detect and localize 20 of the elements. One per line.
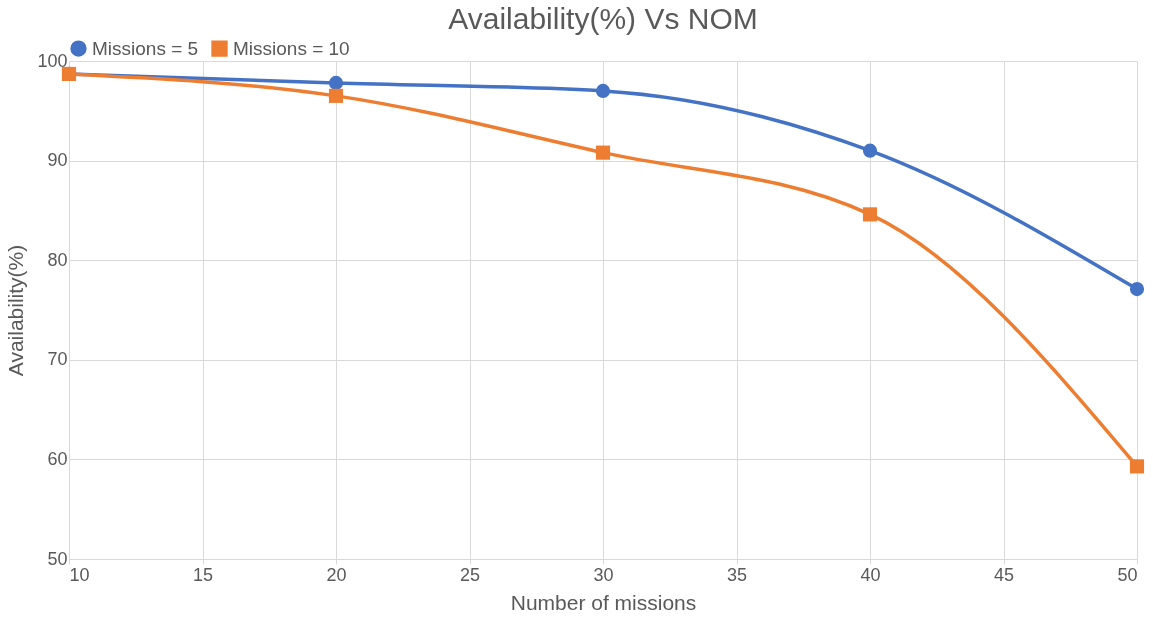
x-tick-label: 25: [459, 564, 481, 585]
x-tick-label: 40: [860, 564, 881, 585]
x-tick-label: 35: [726, 564, 748, 585]
y-axis-title: Availability(%): [4, 244, 28, 377]
legend-label: Missions = 5: [92, 37, 199, 59]
x-tick-label: 30: [593, 564, 614, 585]
chart-title: Availability(%) Vs NOM: [448, 2, 758, 35]
x-axis-title: Number of missions: [510, 590, 697, 614]
x-tick-label: 15: [192, 564, 214, 585]
x-tick-label: 45: [993, 564, 1015, 585]
y-tick-label: 70: [47, 349, 68, 370]
x-tick-label: 50: [1117, 564, 1138, 585]
y-tick-label: 80: [47, 249, 68, 270]
x-tick-label: 20: [326, 564, 347, 585]
y-tick-label: 100: [37, 50, 68, 71]
y-tick-label: 50: [47, 548, 68, 569]
y-tick-label: 90: [47, 150, 68, 171]
legend-label: Missions = 10: [233, 37, 350, 59]
y-tick-label: 60: [47, 448, 68, 469]
x-tick-label: 10: [69, 564, 90, 585]
